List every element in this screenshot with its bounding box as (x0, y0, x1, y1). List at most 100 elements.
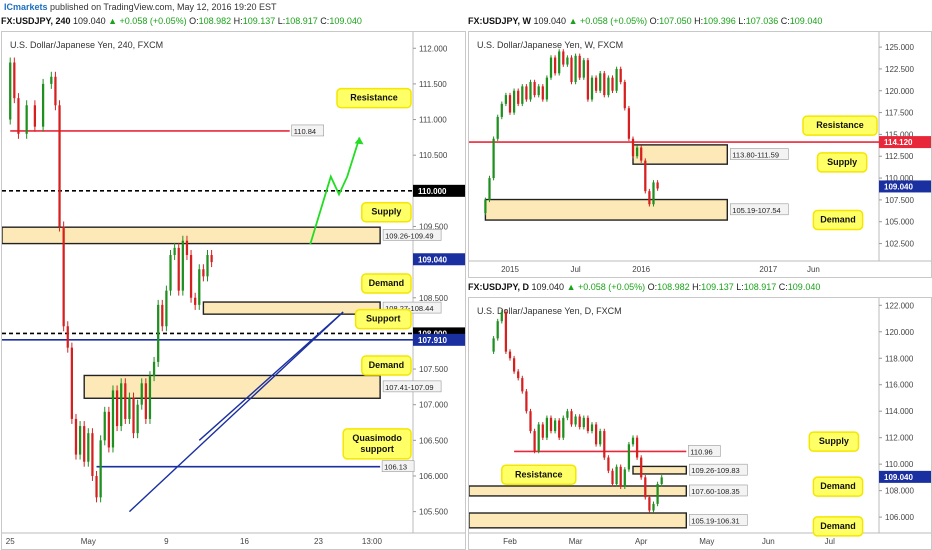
y-tick-label: 107.000 (419, 401, 448, 410)
weekly-chart-svg[interactable]: U.S. Dollar/Japanese Yen, W, FXCM 125.000… (469, 32, 931, 277)
y-tick-label: 111.000 (419, 116, 447, 125)
y-tick-label: 115.000 (885, 130, 914, 139)
publisher-name[interactable]: ICmarkets (4, 2, 48, 12)
close-value: 109.040 (789, 16, 823, 26)
candle-body (619, 466, 622, 487)
candle-body (198, 269, 201, 305)
candle-body (553, 420, 557, 432)
candle-body (599, 431, 602, 445)
y-tick-label: 110.500 (419, 151, 448, 160)
level-label: 110.84 (294, 127, 316, 136)
zone-label-box (729, 148, 789, 160)
candle-body (607, 77, 610, 96)
candle-body (70, 347, 74, 419)
price-label: 109.040 (73, 16, 106, 26)
candle-body (529, 82, 532, 100)
callout-label: Supply (827, 157, 857, 167)
h4-chart-svg[interactable]: U.S. Dollar/Japanese Yen, 240, FXCM 112.0… (2, 32, 465, 549)
level-badge-label: 107.910 (418, 336, 447, 345)
candle-body (640, 457, 643, 478)
candle-body (508, 351, 512, 359)
zone-box (469, 485, 688, 497)
y-tick-label: 122.000 (885, 301, 914, 310)
candle-body (25, 105, 28, 134)
y-tick-label: 105.500 (419, 508, 448, 517)
candle-body (99, 440, 102, 498)
last-price-label: 109.040 (884, 182, 913, 191)
candle-body (124, 383, 127, 419)
arrow-head-icon (354, 137, 364, 145)
y-tick-label: 110.000 (885, 174, 914, 183)
chart-area[interactable]: U.S. Dollar/Japanese Yen, W, FXCM 125.000… (468, 31, 932, 278)
low-value: 108.917 (743, 282, 777, 292)
candle-body (582, 60, 585, 78)
y-tick-label: 107.500 (885, 196, 914, 205)
candle-body (504, 311, 508, 352)
callout-box (812, 209, 864, 231)
level-badge (413, 333, 465, 346)
candle-body (87, 433, 90, 462)
candle-body (656, 484, 659, 504)
high-value: 109.137 (701, 282, 734, 292)
candle-body (517, 371, 520, 379)
candle-body (128, 397, 131, 419)
candle-body (512, 358, 516, 372)
candle-body (586, 60, 590, 100)
x-tick-label: 2015 (501, 265, 519, 274)
candle-body (521, 378, 524, 392)
candle-body (627, 444, 631, 470)
x-tick-label: 2016 (632, 265, 650, 274)
candle-body (586, 417, 590, 432)
candle-body (496, 116, 499, 139)
daily-chart-svg[interactable]: U.S. Dollar/Japanese Yen, D, FXCM 122.000… (469, 298, 931, 549)
candle-body (594, 424, 598, 445)
callout-box (808, 431, 860, 452)
candle-body (488, 178, 491, 200)
panel-header: FX:USDJPY, W 109.040 ▲ +0.058 (+0.05%) O… (468, 16, 823, 26)
candle-body (136, 404, 139, 434)
publisher-text: published on TradingView.com, May 12, 20… (50, 2, 277, 12)
zone-label: 105.19-107.54 (732, 206, 780, 215)
candle-body (33, 105, 37, 127)
candle-body (635, 147, 639, 157)
open-value: 107.050 (659, 16, 692, 26)
callout-box (812, 476, 864, 497)
candle-body (644, 477, 647, 498)
candle-body (533, 82, 536, 96)
candle-body (525, 86, 528, 100)
x-tick-label: Jul (825, 537, 835, 546)
last-price-badge (879, 470, 931, 483)
y-tick-label: 116.000 (885, 381, 914, 390)
change-label: +0.058 (+0.05%) (119, 16, 187, 26)
up-arrow-icon: ▲ (108, 16, 118, 26)
candle-body (631, 437, 635, 445)
candle-body (492, 338, 495, 352)
candle-body (640, 147, 643, 161)
candle-body (169, 254, 172, 291)
candle-body (521, 86, 524, 104)
candle-body (202, 269, 205, 277)
candle-body (496, 321, 499, 339)
candle-body (148, 376, 152, 419)
candle-body (500, 103, 503, 117)
candle-body (54, 76, 57, 106)
panel-header: FX:USDJPY, D 109.040 ▲ +0.058 (+0.05%) O… (468, 282, 821, 292)
level-label-box (688, 445, 721, 457)
candle-body (512, 90, 516, 113)
x-tick-label: 23 (314, 537, 323, 546)
chart-area[interactable]: U.S. Dollar/Japanese Yen, 240, FXCM 112.0… (1, 31, 466, 550)
candle-body (578, 55, 581, 78)
level-label-box (381, 460, 415, 473)
chart-area[interactable]: U.S. Dollar/Japanese Yen, D, FXCM 122.000… (468, 297, 932, 550)
y-tick-label: 105.000 (885, 218, 914, 227)
candle-body (537, 86, 540, 96)
candle-body (78, 426, 82, 455)
candle-body (517, 90, 520, 104)
zone-box (469, 512, 688, 529)
y-tick-label: 109.500 (419, 222, 448, 231)
symbol-label: FX:USDJPY, D (468, 282, 530, 292)
price-label: 109.040 (533, 16, 567, 26)
candle-body (599, 73, 602, 91)
candle-body (607, 457, 610, 471)
zone-label-box (689, 484, 748, 497)
